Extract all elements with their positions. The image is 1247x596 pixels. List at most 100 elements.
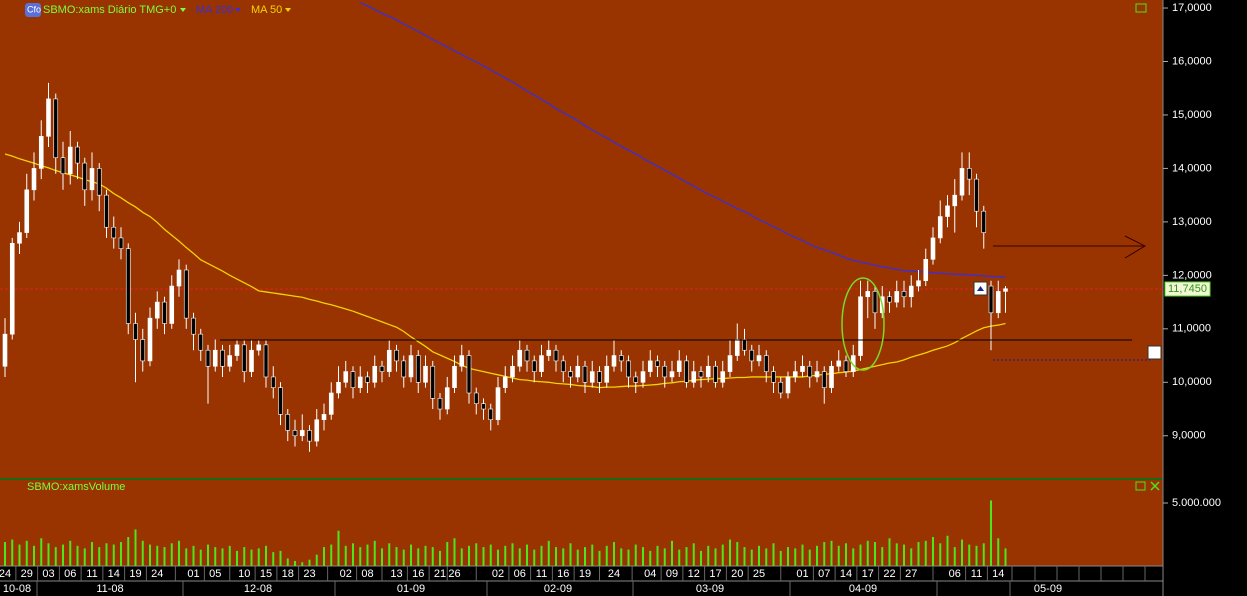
- candle-body: [38, 136, 44, 169]
- volume-bar: [613, 542, 615, 566]
- candle-body: [647, 360, 653, 372]
- volume-bar: [33, 545, 35, 566]
- volume-bar: [236, 550, 238, 566]
- volume-bar: [772, 543, 775, 566]
- x-tick-label: 01: [187, 568, 199, 580]
- x-tick-label: 08: [361, 568, 373, 580]
- volume-bar: [453, 538, 456, 566]
- volume-bar: [4, 542, 6, 566]
- volume-bar: [337, 530, 340, 566]
- candle-body: [937, 216, 943, 239]
- candle-body: [981, 210, 987, 233]
- volume-bar: [54, 547, 57, 566]
- candle-body: [916, 280, 921, 287]
- y-tick-label: 10,0000: [1172, 376, 1212, 388]
- candle-body: [75, 146, 80, 164]
- volume-bar: [381, 548, 383, 566]
- volume-bar: [620, 548, 623, 566]
- maximize-button[interactable]: [1135, 481, 1146, 491]
- x-tick-label: 24: [608, 568, 620, 580]
- candle-body: [336, 381, 341, 394]
- x-tick-label: 26: [448, 568, 460, 580]
- highlight-ellipse: [841, 277, 885, 371]
- dropdown-arrow[interactable]: [285, 8, 291, 12]
- candle-body: [727, 355, 733, 372]
- volume-bar: [352, 543, 354, 566]
- volume-bar: [344, 545, 347, 566]
- volume-bar: [562, 548, 565, 566]
- x-tick-label: 16: [412, 568, 424, 580]
- legend-entry[interactable]: MA 200: [196, 4, 233, 16]
- close-button[interactable]: [1150, 481, 1160, 491]
- volume-bar: [98, 547, 101, 566]
- volume-bar: [359, 547, 362, 566]
- candle-body: [473, 392, 479, 404]
- x-tick-label: 21: [434, 568, 446, 580]
- x-tick-label: 22: [883, 568, 895, 580]
- candle-body: [676, 360, 682, 372]
- volume-bar: [243, 547, 246, 566]
- x-tick-label: 17: [709, 568, 721, 580]
- candle-body: [285, 414, 291, 431]
- candle-body: [597, 371, 602, 383]
- x-tick-label: 11: [536, 568, 547, 580]
- candle-body: [24, 189, 30, 233]
- candle-body: [821, 371, 827, 388]
- volume-bar: [504, 545, 507, 566]
- volume-bar: [801, 544, 804, 566]
- volume-bar: [852, 548, 855, 566]
- dropdown-arrow[interactable]: [235, 8, 241, 12]
- candle-body: [814, 371, 820, 378]
- candle-body: [604, 365, 610, 383]
- volume-bar: [874, 542, 876, 566]
- tool-icon[interactable]: [1147, 345, 1162, 360]
- x-tick-label: 27: [905, 568, 917, 580]
- candle-body: [133, 323, 138, 340]
- x-tick-label: 25: [753, 568, 765, 580]
- candle-body: [140, 339, 146, 362]
- candle-body: [850, 355, 856, 372]
- candle-body: [705, 365, 711, 378]
- volume-bar: [18, 544, 21, 566]
- candle-body: [720, 371, 726, 383]
- volume-bar: [402, 549, 405, 566]
- y-tick-label: 9,0000: [1172, 430, 1206, 442]
- volume-bar: [69, 540, 72, 566]
- candle-body: [763, 355, 769, 372]
- candle-body: [800, 365, 805, 372]
- volume-bar: [642, 547, 644, 566]
- volume-bar: [214, 547, 217, 566]
- candle-body: [314, 419, 320, 442]
- y-tick-label: 17,0000: [1172, 2, 1212, 14]
- x-tick-label: 06: [514, 568, 526, 580]
- volume-bar: [794, 548, 797, 566]
- dropdown-arrow[interactable]: [180, 8, 186, 12]
- month-label: 02-09: [544, 583, 572, 595]
- candle-body: [930, 237, 936, 260]
- volume-bar: [497, 549, 499, 566]
- candle-body: [212, 349, 218, 367]
- volume-bar: [584, 547, 586, 566]
- x-tick-label: 11: [86, 568, 97, 580]
- candle-body: [89, 168, 95, 191]
- candle-body: [858, 296, 863, 356]
- last-price-label: 11,7450: [1168, 283, 1207, 295]
- candle-body: [234, 344, 240, 356]
- volume-bar: [845, 543, 847, 566]
- x-tick-label: 14: [108, 568, 120, 580]
- volume-bar: [910, 548, 913, 566]
- legend-entry[interactable]: MA 50: [251, 4, 282, 16]
- x-tick-label: 16: [557, 568, 569, 580]
- x-tick-label: 12: [688, 568, 700, 580]
- x-tick-label: 06: [64, 568, 76, 580]
- volume-bar: [685, 547, 688, 566]
- candle-body: [169, 285, 175, 324]
- x-tick-label: 24: [151, 568, 163, 580]
- candle-body: [82, 162, 88, 191]
- volume-bar: [533, 549, 536, 566]
- volume-bar: [721, 544, 724, 566]
- volume-bar: [308, 559, 311, 566]
- candle-body: [829, 365, 834, 388]
- maximize-button[interactable]: [1135, 3, 1147, 13]
- month-label: 12-08: [244, 583, 272, 595]
